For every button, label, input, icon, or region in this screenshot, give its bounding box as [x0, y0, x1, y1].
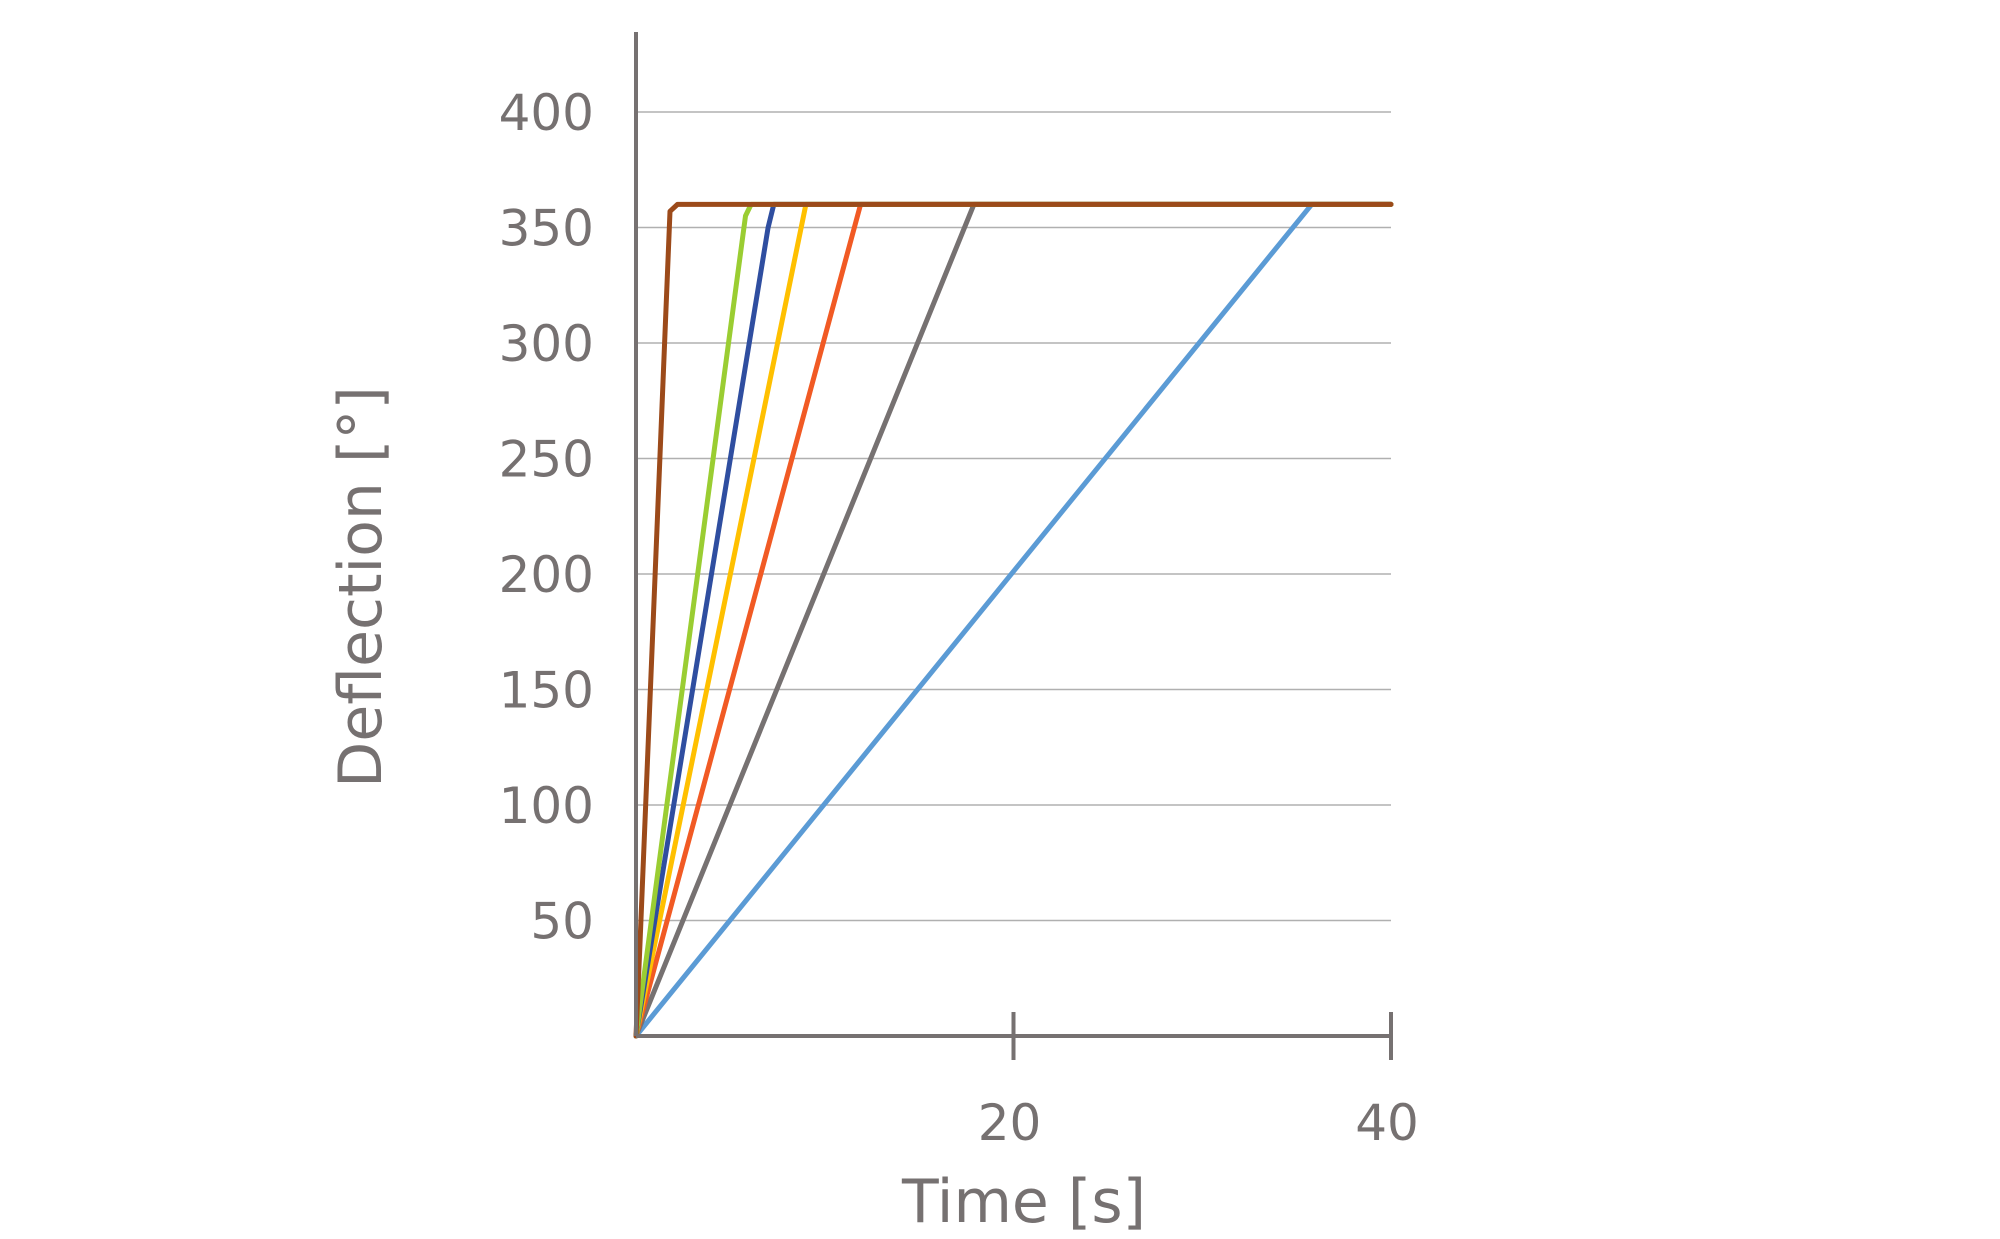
y-tick-label-350: 350 [499, 200, 594, 258]
y-tick-label-250: 250 [499, 431, 594, 489]
y-tick-label-150: 150 [499, 662, 594, 720]
gridlines [636, 111, 1391, 922]
tick-labels: 50 100 150 200 250 300 350 400 20 40 [499, 84, 1419, 1152]
x-tick-label-40: 40 [1355, 1094, 1419, 1152]
x-tick-label-20: 20 [978, 1094, 1042, 1152]
y-tick-label-100: 100 [499, 777, 594, 835]
axes [634, 32, 1391, 1038]
y-tick-label-300: 300 [499, 315, 594, 373]
y-axis-title: Deflection [°] [326, 386, 396, 788]
y-tick-label-200: 200 [499, 546, 594, 604]
x-axis-title: Time [s] [901, 1167, 1146, 1237]
y-tick-label-400: 400 [499, 84, 594, 142]
y-tick-label-50: 50 [530, 893, 594, 951]
series-line-7 [633, 201, 1394, 1039]
series-lines [633, 201, 1394, 1039]
